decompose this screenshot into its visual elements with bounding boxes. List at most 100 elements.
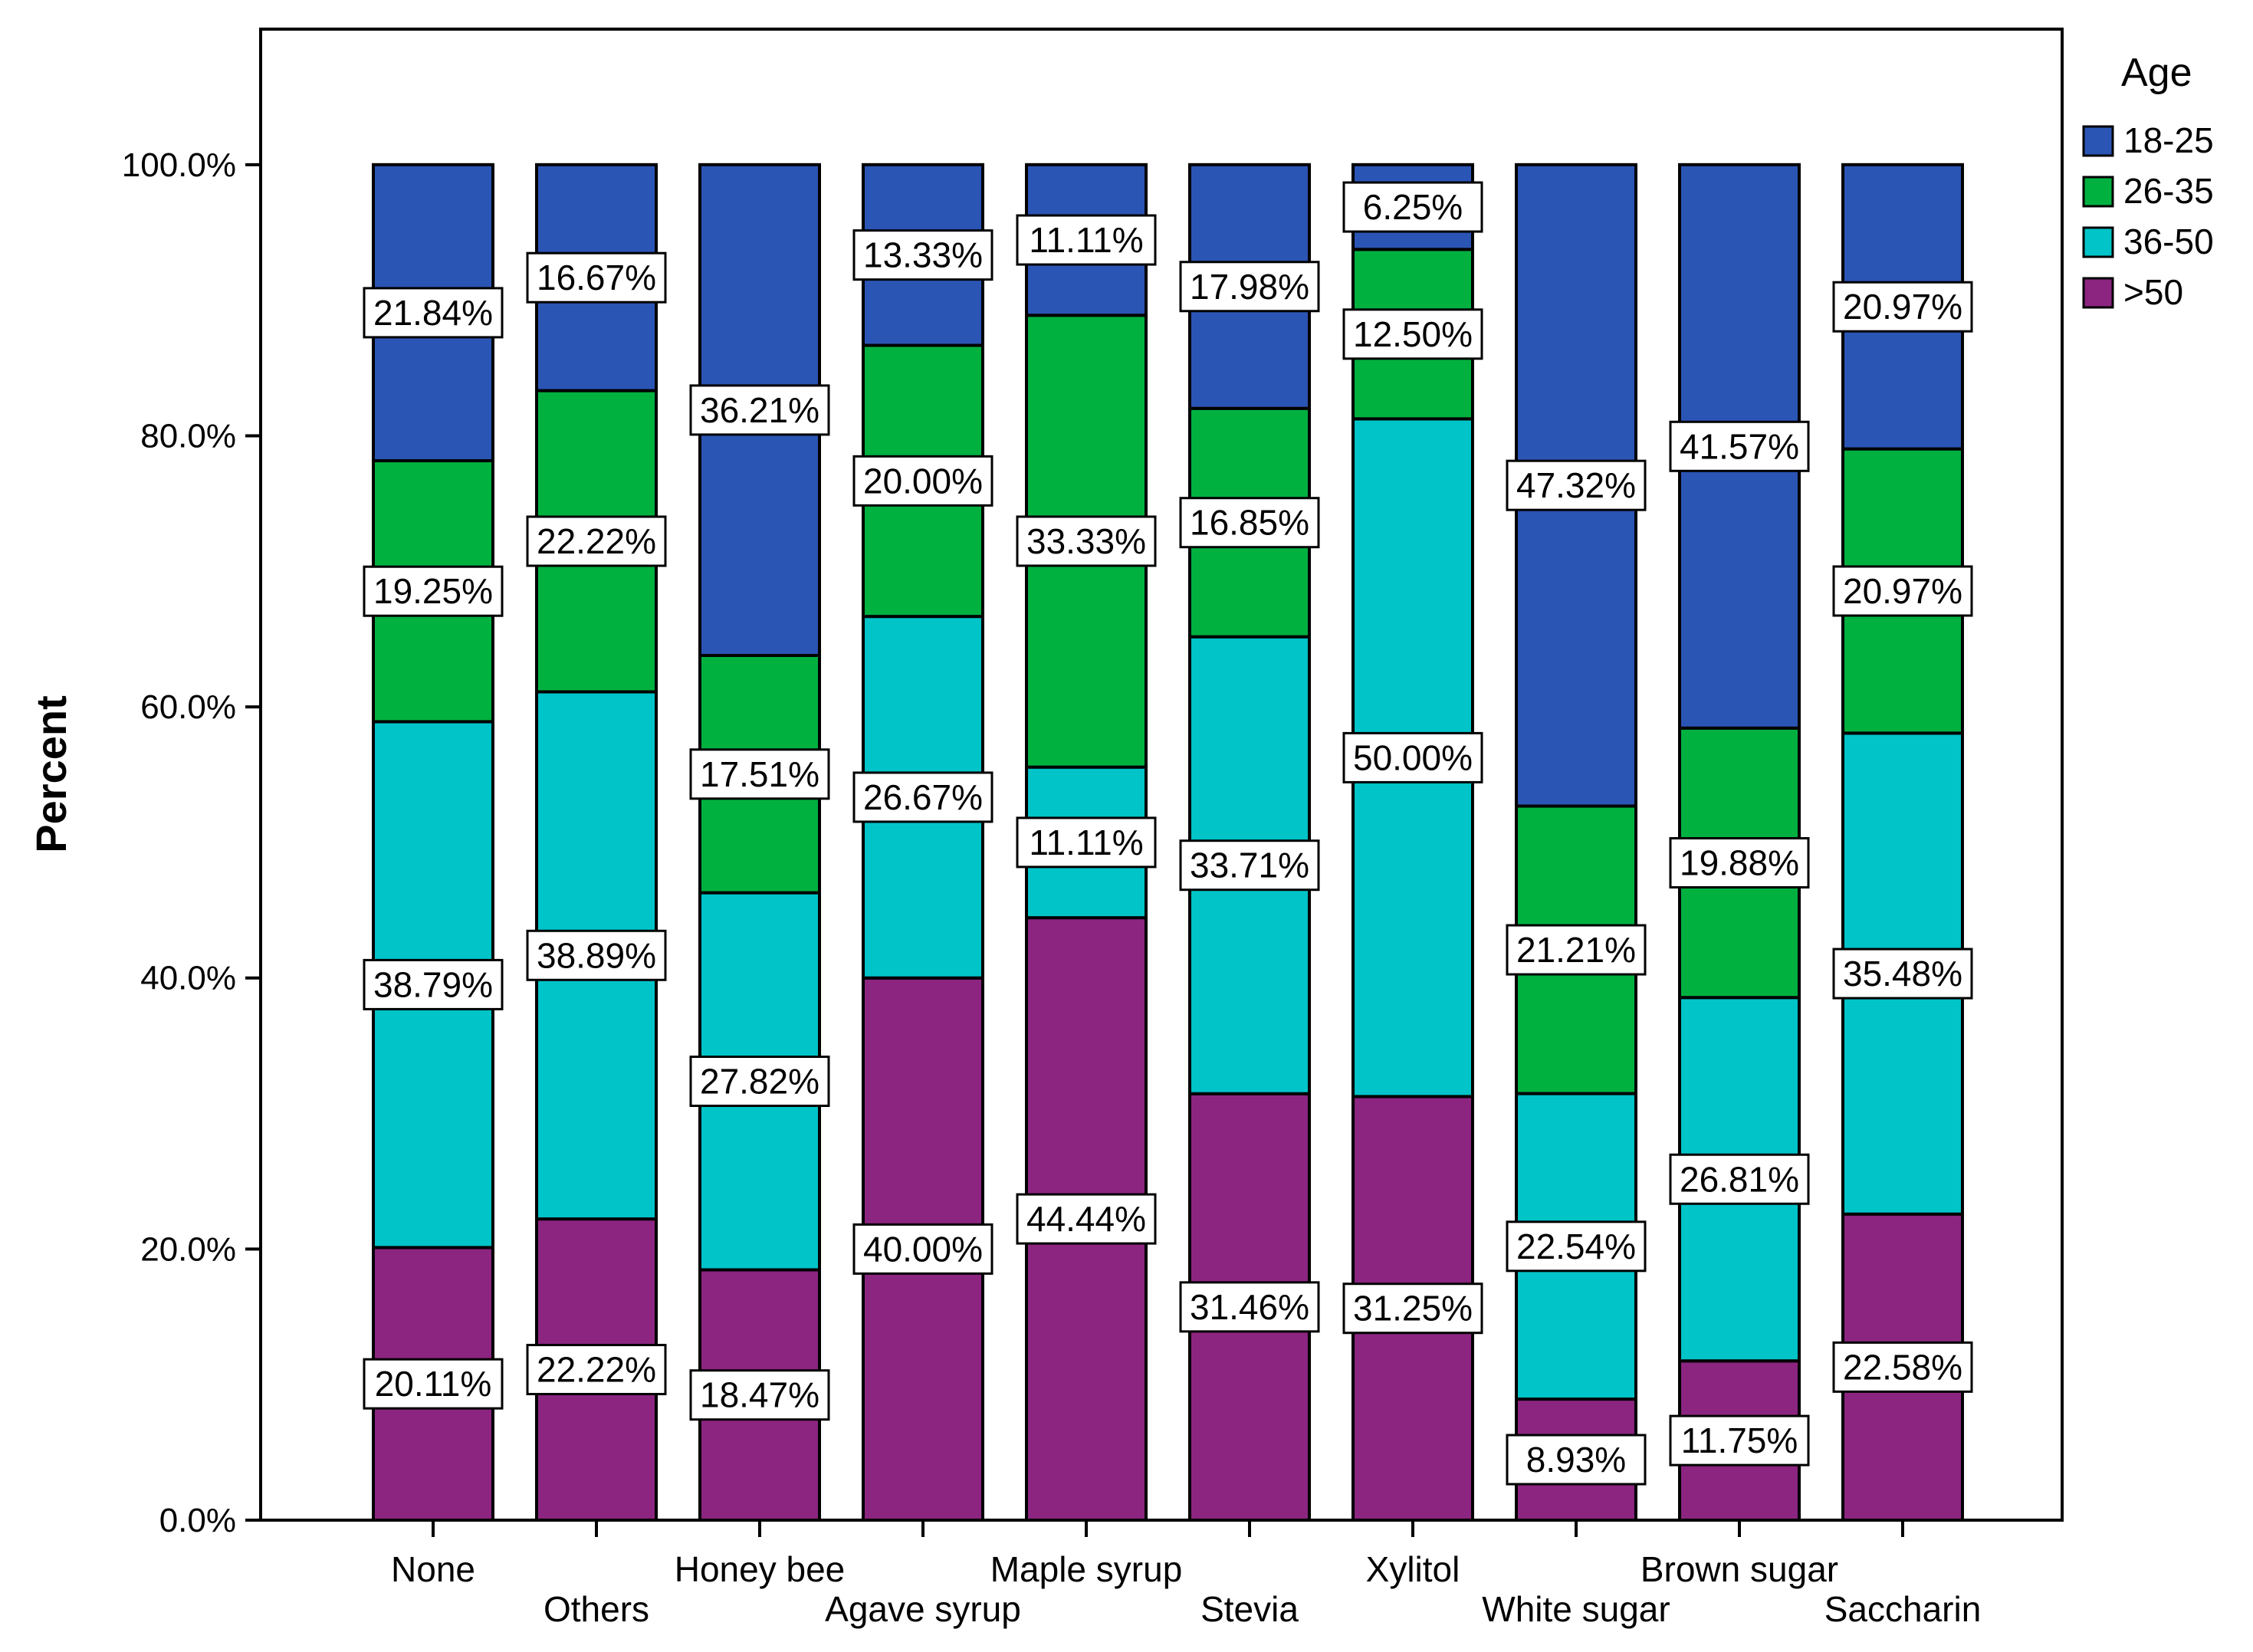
data-label: 21.21% <box>1506 924 1647 976</box>
data-label-box <box>689 1056 830 1108</box>
data-label-box <box>1832 281 1973 333</box>
data-label-text: 21.21% <box>1516 930 1636 970</box>
x-tick-label: Brown sugar <box>1640 1549 1838 1589</box>
data-label: 19.25% <box>363 565 504 617</box>
data-label: 11.11% <box>1016 816 1157 869</box>
legend: Age 18-25 26-35 36-50 >50 <box>2082 51 2214 312</box>
data-label: 6.25% <box>1342 181 1483 233</box>
data-label-box <box>1669 1414 1810 1466</box>
data-label: 44.44% <box>1016 1193 1157 1245</box>
data-label-text: 26.67% <box>863 777 983 817</box>
data-label: 17.51% <box>689 748 830 800</box>
data-label-box <box>1179 839 1320 892</box>
data-label: 38.79% <box>363 958 504 1010</box>
data-label-text: 17.98% <box>1190 267 1309 307</box>
data-label-box <box>526 515 667 567</box>
data-label: 31.25% <box>1342 1283 1483 1335</box>
data-label: 22.58% <box>1832 1341 1973 1393</box>
data-label-text: 33.33% <box>1026 521 1146 561</box>
data-label: 35.48% <box>1832 948 1973 1000</box>
data-label-text: 22.22% <box>537 521 656 561</box>
data-label-text: 27.82% <box>700 1062 819 1102</box>
legend-swatch <box>2082 125 2114 157</box>
data-label: 18.47% <box>689 1369 830 1421</box>
data-label: 20.11% <box>363 1358 504 1410</box>
data-label-text: 20.00% <box>863 461 983 501</box>
data-label-text: 41.57% <box>1680 426 1799 466</box>
data-label-box <box>852 229 993 281</box>
data-label: 11.75% <box>1669 1414 1810 1466</box>
data-label-text: 11.75% <box>1681 1420 1798 1460</box>
data-label: 41.57% <box>1669 420 1810 472</box>
y-tick-label: 100.0% <box>122 146 236 184</box>
data-label-box <box>1506 1434 1647 1486</box>
data-label-box <box>1342 1283 1483 1335</box>
data-label-box <box>689 384 830 436</box>
data-label-box <box>1669 420 1810 472</box>
data-label: 20.00% <box>852 455 993 507</box>
data-label-box <box>1179 497 1320 549</box>
data-label: 16.85% <box>1179 497 1320 549</box>
data-label-box <box>1669 837 1810 889</box>
data-label-box <box>1506 459 1647 511</box>
data-label: 22.54% <box>1506 1220 1647 1273</box>
data-label-text: 11.11% <box>1029 823 1143 862</box>
data-label-text: 50.00% <box>1353 737 1473 777</box>
data-label: 20.97% <box>1832 565 1973 617</box>
data-label-text: 40.00% <box>863 1229 983 1269</box>
legend-label: 36-50 <box>2123 222 2214 261</box>
data-label-box <box>1016 816 1157 869</box>
x-tick-label: Xylitol <box>1366 1549 1460 1589</box>
data-label-box <box>852 1223 993 1275</box>
data-label-box <box>526 929 667 981</box>
x-tick-label: Others <box>544 1589 649 1629</box>
legend-swatch <box>2082 277 2114 309</box>
data-label: 33.71% <box>1179 839 1320 892</box>
data-label-box <box>1342 731 1483 783</box>
data-label-box <box>526 251 667 304</box>
x-tick-label: Agave syrup <box>825 1589 1021 1629</box>
data-label-text: 38.79% <box>373 964 493 1004</box>
data-label-text: 22.22% <box>537 1350 656 1390</box>
data-label-box <box>1342 308 1483 360</box>
data-label: 40.00% <box>852 1223 993 1275</box>
legend-swatch <box>2082 226 2114 258</box>
data-label: 38.89% <box>526 929 667 981</box>
data-label-text: 12.50% <box>1353 314 1473 354</box>
data-label: 21.84% <box>363 287 504 339</box>
data-label: 31.46% <box>1179 1281 1320 1333</box>
data-label-text: 19.88% <box>1680 843 1799 883</box>
data-label-box <box>1506 924 1647 976</box>
data-label: 11.11% <box>1016 214 1157 266</box>
data-label: 13.33% <box>852 229 993 281</box>
data-label: 36.21% <box>689 384 830 436</box>
segment-labels: 20.11% 38.79% 19.25% 21.84% 22.22% 38.89% 22.2… <box>363 181 1973 1486</box>
data-label-text: 36.21% <box>700 390 819 430</box>
data-label: 27.82% <box>689 1056 830 1108</box>
data-label-box <box>1832 565 1973 617</box>
data-label-box <box>363 565 504 617</box>
data-label: 22.22% <box>526 515 667 567</box>
y-axis-title: Percent <box>27 695 75 852</box>
data-label-text: 6.25% <box>1363 187 1463 227</box>
data-label-text: 22.58% <box>1843 1347 1962 1387</box>
data-label: 26.81% <box>1669 1153 1810 1205</box>
y-axis: 0.0% 20.0% 40.0% 60.0% 80.0% 100.0% <box>122 146 261 1539</box>
y-tick-label: 0.0% <box>159 1502 236 1539</box>
data-label-box <box>689 748 830 800</box>
data-label-text: 21.84% <box>373 293 493 333</box>
data-label-box <box>689 1369 830 1421</box>
data-label-box <box>363 1358 504 1410</box>
y-tick-label: 40.0% <box>140 960 236 997</box>
x-tick-label: Honey bee <box>675 1549 846 1589</box>
data-label-box <box>363 287 504 339</box>
data-label-box <box>1179 1281 1320 1333</box>
data-label-text: 20.11% <box>375 1364 492 1404</box>
legend-title: Age <box>2121 51 2192 95</box>
data-label: 8.93% <box>1506 1434 1647 1486</box>
data-label-text: 38.89% <box>537 935 656 975</box>
data-label-text: 31.46% <box>1190 1287 1309 1327</box>
data-label-box <box>1016 1193 1157 1245</box>
legend-swatch <box>2082 176 2114 208</box>
